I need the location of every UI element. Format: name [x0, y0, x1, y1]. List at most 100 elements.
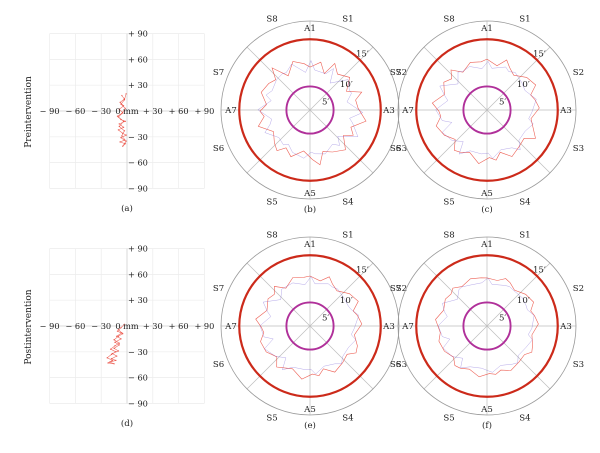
sway-trace-point: [119, 141, 121, 143]
sector-label: S8: [443, 15, 454, 25]
sway-trace-point: [117, 129, 120, 131]
sector-label: S3: [396, 360, 407, 370]
sector-divider-line: [246, 325, 311, 390]
sway-trace-point: [121, 94, 123, 97]
y-tick-label: − 30: [128, 347, 148, 357]
axis-label: A1: [480, 240, 493, 250]
axis-label: A5: [480, 189, 493, 199]
ring-label: 15′: [356, 265, 369, 275]
ring-label: 5′: [322, 98, 329, 108]
sway-trace-point: [117, 350, 120, 352]
sway-trace-point: [124, 107, 126, 110]
sector-label: S6: [213, 144, 224, 154]
sector-label: S7: [390, 68, 401, 78]
sway-trace-point: [114, 345, 116, 347]
y-tick-label: − 60: [128, 373, 148, 383]
sector-divider-line: [486, 109, 551, 174]
panel-caption: (a): [121, 203, 133, 214]
x-tick-label: + 90: [194, 321, 214, 331]
panel-caption: (b): [304, 204, 316, 215]
sector-label: S1: [342, 231, 353, 241]
x-tick-label: − 60: [65, 321, 85, 331]
ring-15-circle: [238, 38, 382, 182]
sector-divider-line: [423, 325, 488, 390]
gaze-trace-secondary-line: [257, 60, 364, 159]
sway-trace-point: [124, 120, 126, 123]
axis-label: A1: [303, 240, 316, 250]
sway-trace-point: [122, 126, 125, 129]
sector-label: S5: [266, 413, 277, 423]
y-tick-label: + 60: [128, 269, 148, 279]
y-tick-label: − 90: [128, 183, 148, 193]
sector-divider-line: [309, 109, 374, 174]
gaze-trace-line: [255, 275, 363, 380]
y-tick-label: + 30: [128, 80, 148, 90]
sway-trace-point: [120, 327, 122, 329]
axis-label: A7: [401, 106, 414, 116]
x-tick-label: − 30: [91, 106, 111, 116]
ring-15-circle: [415, 254, 559, 398]
gaze-trace-secondary-line: [435, 61, 537, 159]
sway-trace-point: [122, 120, 125, 123]
sway-trace-point: [122, 333, 124, 335]
sector-label: S2: [396, 284, 407, 294]
ring-5-circle: [285, 85, 335, 135]
sway-trace-point: [121, 112, 123, 115]
axis-label: A7: [224, 322, 237, 332]
sector-label: S1: [519, 15, 530, 25]
y-tick-label: + 90: [128, 29, 148, 39]
polar-panel-b: 5′ 10′ 15′ A1 A3 A5 A7 S1 S2 S3 S4 S5 S6 S7 S8 (b): [213, 15, 407, 215]
sector-divider-line: [246, 109, 311, 174]
sway-trace-point: [115, 359, 117, 362]
axis-label: A5: [303, 189, 316, 199]
sway-trace-point: [122, 132, 124, 135]
ring-5-circle: [462, 301, 512, 351]
panel-caption: (d): [121, 418, 133, 429]
sector-label: S1: [519, 231, 530, 241]
ring-label: 10′: [517, 296, 530, 306]
sway-trace-point: [116, 115, 119, 117]
sector-label: S4: [342, 197, 354, 207]
sway-trace-point: [106, 357, 108, 359]
row-label-postintervention: Postintervention: [24, 289, 34, 364]
sector-label: S2: [573, 68, 584, 78]
ring-label: 10′: [340, 80, 353, 90]
y-tick-label: + 30: [128, 295, 148, 305]
sector-label: S4: [342, 413, 354, 423]
sway-trace-point: [123, 99, 126, 101]
panel-caption: (f): [482, 420, 492, 431]
polar-panel-c: 5′ 10′ 15′ A1 A3 A5 A7 S1 S2 S3 S4 S5 S6 S7 S8 (c): [390, 15, 584, 215]
axis-label: A3: [559, 106, 572, 116]
sector-label: S7: [390, 284, 401, 294]
sway-trace-point: [115, 355, 118, 357]
ring-label: 5′: [499, 98, 506, 108]
sector-label: S2: [396, 68, 407, 78]
y-tick-label: − 60: [128, 158, 148, 168]
ring-5-circle: [462, 85, 512, 135]
ring-15-circle: [415, 38, 559, 182]
sway-trace-point: [121, 332, 123, 334]
y-tick-label: + 90: [128, 244, 148, 254]
ring-label: 10′: [517, 80, 530, 90]
sway-trace-point: [117, 328, 120, 331]
panel-caption: (c): [481, 204, 493, 215]
y-tick-label: − 30: [128, 132, 148, 142]
gaze-trace-line: [435, 277, 539, 378]
x-tick-label: + 30: [143, 106, 163, 116]
x-tick-label: + 60: [169, 106, 189, 116]
sector-divider-line: [246, 46, 311, 111]
sway-trace-point: [118, 108, 120, 110]
outer-boundary-circle: [397, 236, 577, 416]
trace-panel-d: − 90 − 60 − 30 + 30 + 60 + 90 0 mm + 90 + 60 + 30…: [40, 244, 215, 429]
center-tick-label: 0 mm: [115, 106, 139, 116]
polar-panel-f: 5′ 10′ 15′ A1 A3 A5 A7 S1 S2 S3 S4 S5 S6 S7 S8 (f): [390, 231, 584, 431]
sector-label: S4: [519, 197, 531, 207]
sector-label: S8: [443, 231, 454, 241]
sway-trace-point: [122, 145, 124, 147]
sway-trace-point: [118, 123, 120, 125]
sector-label: S7: [213, 68, 224, 78]
sway-trace-point: [109, 348, 112, 350]
x-tick-label: − 30: [91, 321, 111, 331]
sway-trace-point: [110, 353, 113, 356]
